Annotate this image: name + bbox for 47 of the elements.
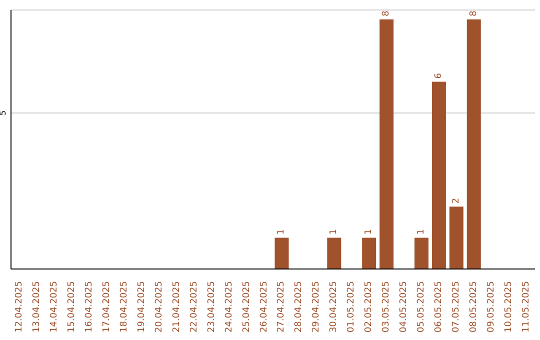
data-label: 1 xyxy=(416,229,426,235)
x-tick-label: 16.04.2025 xyxy=(84,281,95,333)
x-tick-label: 15.04.2025 xyxy=(67,281,78,333)
x-tick-label: 26.04.2025 xyxy=(259,281,270,333)
data-label: 1 xyxy=(329,229,340,235)
x-tick-label: 01.05.2025 xyxy=(346,281,357,333)
bar xyxy=(466,19,481,269)
x-tick-label: 11.05.2025 xyxy=(521,281,532,333)
data-label: 6 xyxy=(434,72,444,79)
x-tick-label: 25.04.2025 xyxy=(242,281,252,333)
x-tick-label: 03.05.2025 xyxy=(382,281,392,333)
x-tick-label: 29.04.2025 xyxy=(312,281,322,333)
data-label: 8 xyxy=(382,10,392,16)
x-tick-label: 13.04.2025 xyxy=(32,281,42,333)
x-tick-label: 27.04.2025 xyxy=(276,281,287,333)
x-tick-label: 02.05.2025 xyxy=(364,281,374,333)
data-label: 8 xyxy=(468,10,479,16)
x-tick-label: 12.04.2025 xyxy=(14,281,25,333)
data-label: 2 xyxy=(451,198,462,204)
x-tick-label: 07.05.2025 xyxy=(451,281,462,333)
y-tick-label: 5 xyxy=(0,110,8,116)
bar xyxy=(414,238,428,269)
x-tick-label: 05.05.2025 xyxy=(416,281,426,333)
x-tick-label: 19.04.2025 xyxy=(137,281,147,333)
x-tick-label: 28.04.2025 xyxy=(294,281,304,333)
bar xyxy=(432,82,446,269)
x-tick-label: 10.05.2025 xyxy=(504,281,514,333)
data-label: 1 xyxy=(276,229,287,235)
x-tick-label: 06.05.2025 xyxy=(434,281,444,333)
x-tick-label: 24.04.2025 xyxy=(224,281,234,333)
x-tick-label: 14.04.2025 xyxy=(50,281,60,333)
x-tick-label: 22.04.2025 xyxy=(189,281,200,333)
x-tick-label: 23.04.2025 xyxy=(206,281,217,333)
x-tick-label: 09.05.2025 xyxy=(486,281,496,333)
x-tick-label: 17.04.2025 xyxy=(102,281,112,333)
bar xyxy=(327,238,342,269)
data-label: 1 xyxy=(364,229,374,235)
bar xyxy=(449,206,464,269)
x-tick-label: 04.05.2025 xyxy=(399,281,409,333)
x-tick-label: 20.04.2025 xyxy=(154,281,164,333)
bar xyxy=(362,238,376,269)
bar xyxy=(380,19,394,269)
x-tick-label: 21.04.2025 xyxy=(172,281,182,333)
bar xyxy=(274,238,289,269)
x-tick-label: 08.05.2025 xyxy=(468,281,479,333)
x-tick-label: 18.04.2025 xyxy=(120,281,130,333)
x-tick-label: 30.04.2025 xyxy=(329,281,340,333)
